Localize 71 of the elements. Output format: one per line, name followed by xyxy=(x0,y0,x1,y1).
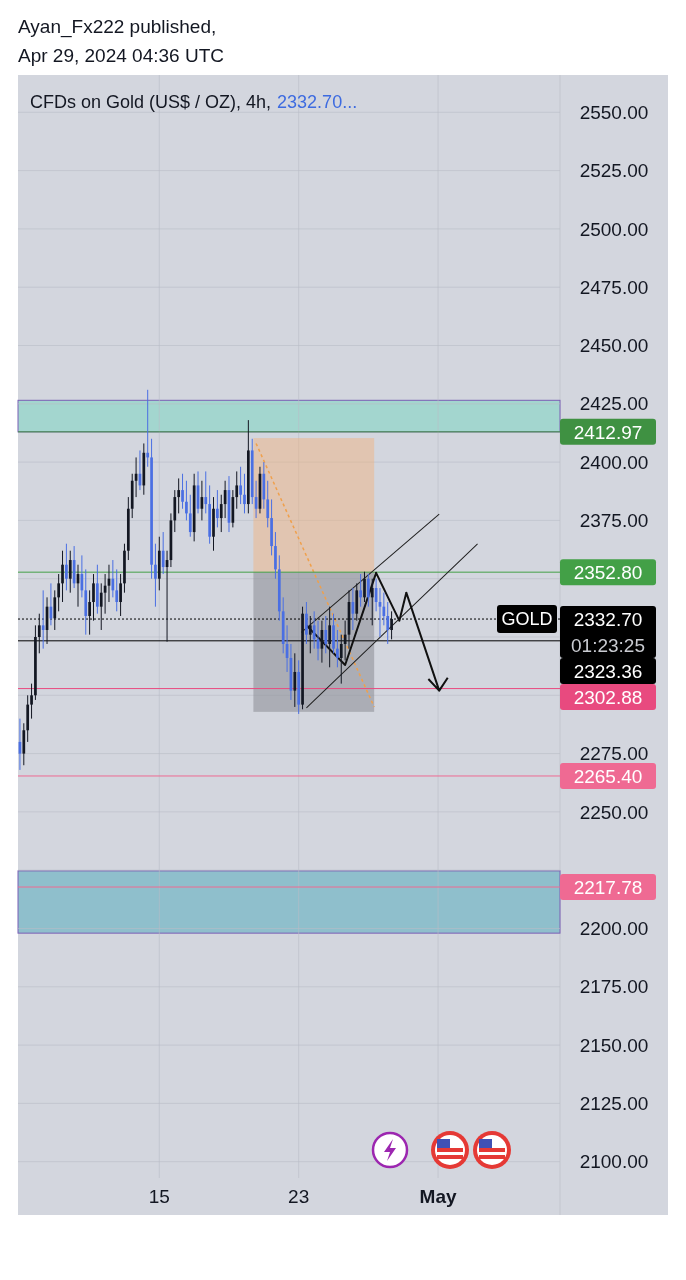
candlestick xyxy=(53,589,57,631)
y-tick-label: 2150.00 xyxy=(579,1034,649,1056)
candlestick xyxy=(181,473,184,510)
candlestick xyxy=(274,531,277,580)
y-tick-label: 2175.00 xyxy=(579,976,649,998)
y-tick-label: 2100.00 xyxy=(579,1151,649,1173)
ref-line-label: 2265.40 xyxy=(573,765,643,787)
y-tick-label: 2400.00 xyxy=(579,451,649,473)
candlestick xyxy=(88,589,91,636)
y-tick-label: 2550.00 xyxy=(579,101,649,123)
text: Ayan_Fx222 published, xyxy=(18,16,217,38)
candlestick xyxy=(68,550,72,594)
ref-line-label: 2352.80 xyxy=(573,561,643,583)
candlestick xyxy=(188,494,192,538)
y-tick-label: 2425.00 xyxy=(579,393,649,415)
candlestick xyxy=(119,573,122,617)
candlestick xyxy=(308,615,312,654)
candlestick xyxy=(146,389,150,468)
candlestick xyxy=(41,589,45,650)
text: CFDs on Gold (US$ / OZ), 4h, xyxy=(30,92,272,112)
candlestick xyxy=(57,573,61,612)
candlestick xyxy=(266,480,270,528)
candlestick xyxy=(367,573,370,608)
candlestick xyxy=(355,582,359,622)
y-tick-label: 2125.00 xyxy=(579,1093,649,1115)
candlestick xyxy=(111,559,115,598)
candlestick xyxy=(185,480,188,521)
candlestick xyxy=(390,610,393,640)
ref-line-label: 2412.97 xyxy=(573,421,643,443)
y-tick-label: 2275.00 xyxy=(579,743,649,765)
candlestick xyxy=(239,466,242,505)
candlestick xyxy=(370,578,374,626)
candlestick xyxy=(363,571,366,603)
candlestick xyxy=(61,550,64,603)
candlestick xyxy=(96,564,99,615)
annotation: GOLD xyxy=(501,609,553,630)
candlestick xyxy=(332,613,335,654)
y-tick-label: 2500.00 xyxy=(579,218,649,240)
x-tick-label: 23 xyxy=(288,1186,310,1207)
candlestick xyxy=(243,473,246,514)
candlestick xyxy=(336,629,339,668)
candlestick xyxy=(92,573,95,622)
y-tick-label: 2375.00 xyxy=(579,510,649,532)
ref-line-label: 2332.70 xyxy=(573,608,643,630)
candlestick xyxy=(305,601,308,645)
candlestick xyxy=(161,531,165,575)
ref-line-label: 2217.78 xyxy=(573,876,643,898)
candlestick xyxy=(324,615,328,654)
y-tick-label: 2250.00 xyxy=(579,801,649,823)
text: Apr 29, 2024 04:36 UTC xyxy=(18,45,224,66)
text: 01:23:25 xyxy=(571,634,645,656)
candlestick xyxy=(359,573,362,608)
candlestick xyxy=(65,543,68,591)
candlestick xyxy=(177,477,181,514)
candlestick xyxy=(293,652,297,708)
candlestick xyxy=(22,722,26,766)
y-tick-label: 2450.00 xyxy=(579,335,649,357)
candlestick xyxy=(204,470,208,514)
x-tick-label: 15 xyxy=(148,1186,170,1207)
ref-line-label: 2323.36 xyxy=(573,660,643,682)
candlestick xyxy=(328,606,332,668)
candlestick xyxy=(154,543,157,608)
candlestick xyxy=(37,613,41,654)
y-tick-label: 2525.00 xyxy=(579,160,649,182)
ref-line-label: 2302.88 xyxy=(573,686,643,708)
candlestick xyxy=(216,489,219,528)
candlestick xyxy=(30,683,33,720)
y-tick-label: 2475.00 xyxy=(579,276,649,298)
annotation: 2332.70... xyxy=(277,92,358,112)
x-tick-label: May xyxy=(419,1186,457,1207)
y-tick-label: 2200.00 xyxy=(579,918,649,940)
